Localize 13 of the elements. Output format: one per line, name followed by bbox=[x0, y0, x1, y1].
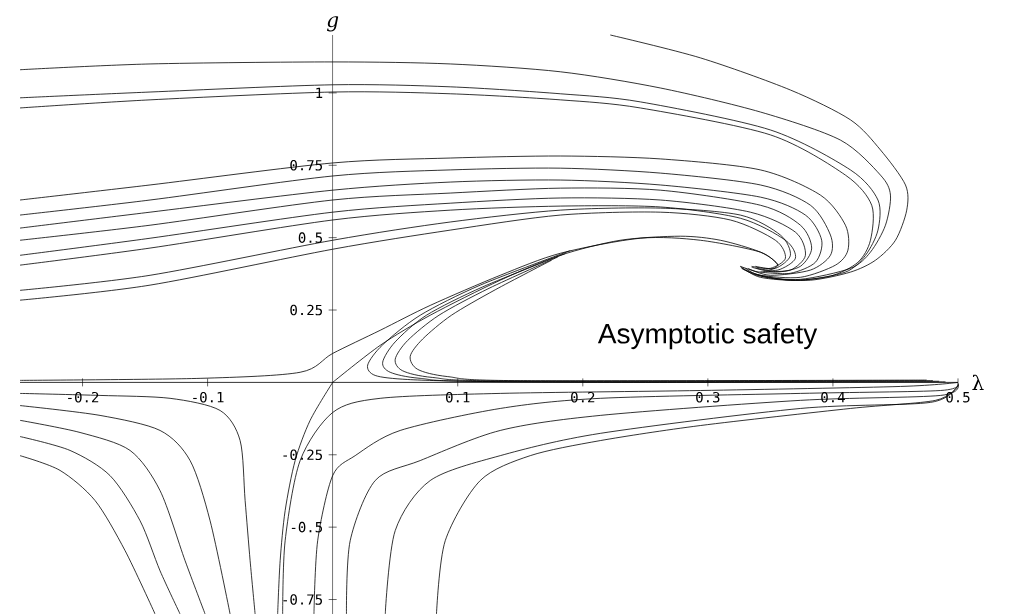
annotation: Asymptotic safety bbox=[597, 323, 818, 350]
y-axis-title: g bbox=[326, 16, 339, 32]
x-tick-label: 0.5 bbox=[946, 391, 970, 403]
x-tick-label: 0.2 bbox=[571, 391, 595, 403]
y-tick-label: 0.5 bbox=[298, 232, 323, 243]
x-tick-label: -0.1 bbox=[193, 391, 224, 403]
x-tick-label: 0.1 bbox=[446, 391, 470, 403]
y-tick-label: 0.25 bbox=[290, 304, 323, 316]
y-tick-label: -0.5 bbox=[291, 521, 323, 533]
x-axis-title: λ bbox=[972, 374, 984, 391]
x-tick-label: -0.2 bbox=[68, 391, 99, 403]
y-tick-label: 0.75 bbox=[290, 159, 323, 171]
x-tick-label: 0.4 bbox=[821, 391, 845, 403]
